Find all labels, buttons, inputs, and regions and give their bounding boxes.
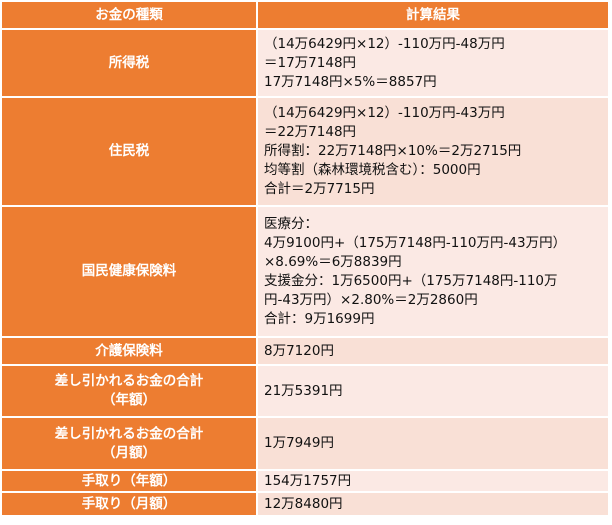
row-value-line: （14万6429円×12）-110万円-43万円 <box>264 105 505 121</box>
table-row-total-deductions-monthly: 差し引かれるお金の合計 （月額） 1万7949円 <box>0 416 610 471</box>
table-row-take-home-annual: 手取り（年額） 154万1757円 <box>0 469 610 493</box>
row-label-line: 差し引かれるお金の合計 <box>54 373 204 389</box>
row-label-line: （月額） <box>102 444 156 461</box>
row-value: 医療分： 4万9100円+（175万7148円-110万円-43万円） ×8.69%… <box>256 205 610 338</box>
table-row-care-insurance: 介護保険料 8万7120円 <box>0 336 610 366</box>
row-value-line: 合計：9万1699円 <box>264 310 375 327</box>
row-value-line: 均等割（森林環境税含む）：5000円 <box>264 162 481 178</box>
row-label: 国民健康保険料 <box>0 205 258 338</box>
row-label: 手取り（年額） <box>0 469 258 493</box>
row-value: 12万8480円 <box>256 491 610 517</box>
table-row-income-tax: 所得税 （14万6429円×12）-110万円-48万円 ＝17万7148円 17万7… <box>0 28 610 98</box>
row-label: 所得税 <box>0 28 258 98</box>
row-label-line: （年額） <box>102 392 156 408</box>
header-calc-result: 計算結果 <box>256 0 610 30</box>
row-value-line: ＝17万7148円 <box>264 54 357 71</box>
row-label-line: 国民健康保険料 <box>81 263 177 279</box>
table-row-take-home-monthly: 手取り（月額） 12万8480円 <box>0 491 610 517</box>
row-value-line: 支援金分：1万6500円+（175万7148円-110万 <box>264 272 558 289</box>
row-value-line: 21万5391円 <box>264 382 343 399</box>
row-value-line: 12万8480円 <box>264 495 343 512</box>
row-label-line: 手取り（年額） <box>81 472 177 489</box>
row-label: 住民税 <box>0 96 258 207</box>
row-label: 介護保険料 <box>0 336 258 366</box>
row-label-line: 手取り（月額） <box>81 495 177 512</box>
table-header-row: お金の種類 計算結果 <box>0 0 610 30</box>
row-value: 1万7949円 <box>256 416 610 471</box>
row-value-line: 円-43万円）×2.80%＝2万2860円 <box>264 291 478 308</box>
row-label: 手取り（月額） <box>0 491 258 517</box>
row-value-line: 154万1757円 <box>264 472 352 489</box>
row-value-line: ×8.69%＝6万8839円 <box>264 253 402 270</box>
row-value-line: 8万7120円 <box>264 342 334 359</box>
row-value-line: 1万7949円 <box>264 435 334 451</box>
row-value: 8万7120円 <box>256 336 610 366</box>
row-label-line: 所得税 <box>108 54 150 71</box>
row-value: （14万6429円×12）-110万円-43万円 ＝22万7148円所得割：22万… <box>256 96 610 207</box>
row-value-line: 17万7148円×5%＝8857円 <box>264 73 437 90</box>
row-value-line: 所得割：22万7148円×10%＝2万2715円 <box>264 143 522 159</box>
row-value-line: 4万9100円+（175万7148円-110万円-43万円） <box>264 234 567 251</box>
table-row-total-deductions-annual: 差し引かれるお金の合計 （年額） 21万5391円 <box>0 364 610 418</box>
table-row-resident-tax: 住民税 （14万6429円×12）-110万円-43万円 ＝22万7148円所得割：… <box>0 96 610 207</box>
row-label-line: 住民税 <box>108 143 150 159</box>
row-value-line: 医療分： <box>264 215 318 232</box>
table-row-national-health-insurance: 国民健康保険料 医療分： 4万9100円+（175万7148円-110万円-43万円… <box>0 205 610 338</box>
row-value: 154万1757円 <box>256 469 610 493</box>
header-money-type: お金の種類 <box>0 0 258 30</box>
row-label: 差し引かれるお金の合計 （年額） <box>0 364 258 418</box>
row-value-line: 合計＝2万7715円 <box>264 181 375 197</box>
row-value-line: ＝22万7148円 <box>264 124 357 140</box>
row-value-line: （14万6429円×12）-110万円-48万円 <box>264 35 505 52</box>
row-label: 差し引かれるお金の合計 （月額） <box>0 416 258 471</box>
row-value: （14万6429円×12）-110万円-48万円 ＝17万7148円 17万7148… <box>256 28 610 98</box>
row-label-line: 差し引かれるお金の合計 <box>54 425 204 442</box>
row-value: 21万5391円 <box>256 364 610 418</box>
row-label-line: 介護保険料 <box>95 342 163 359</box>
